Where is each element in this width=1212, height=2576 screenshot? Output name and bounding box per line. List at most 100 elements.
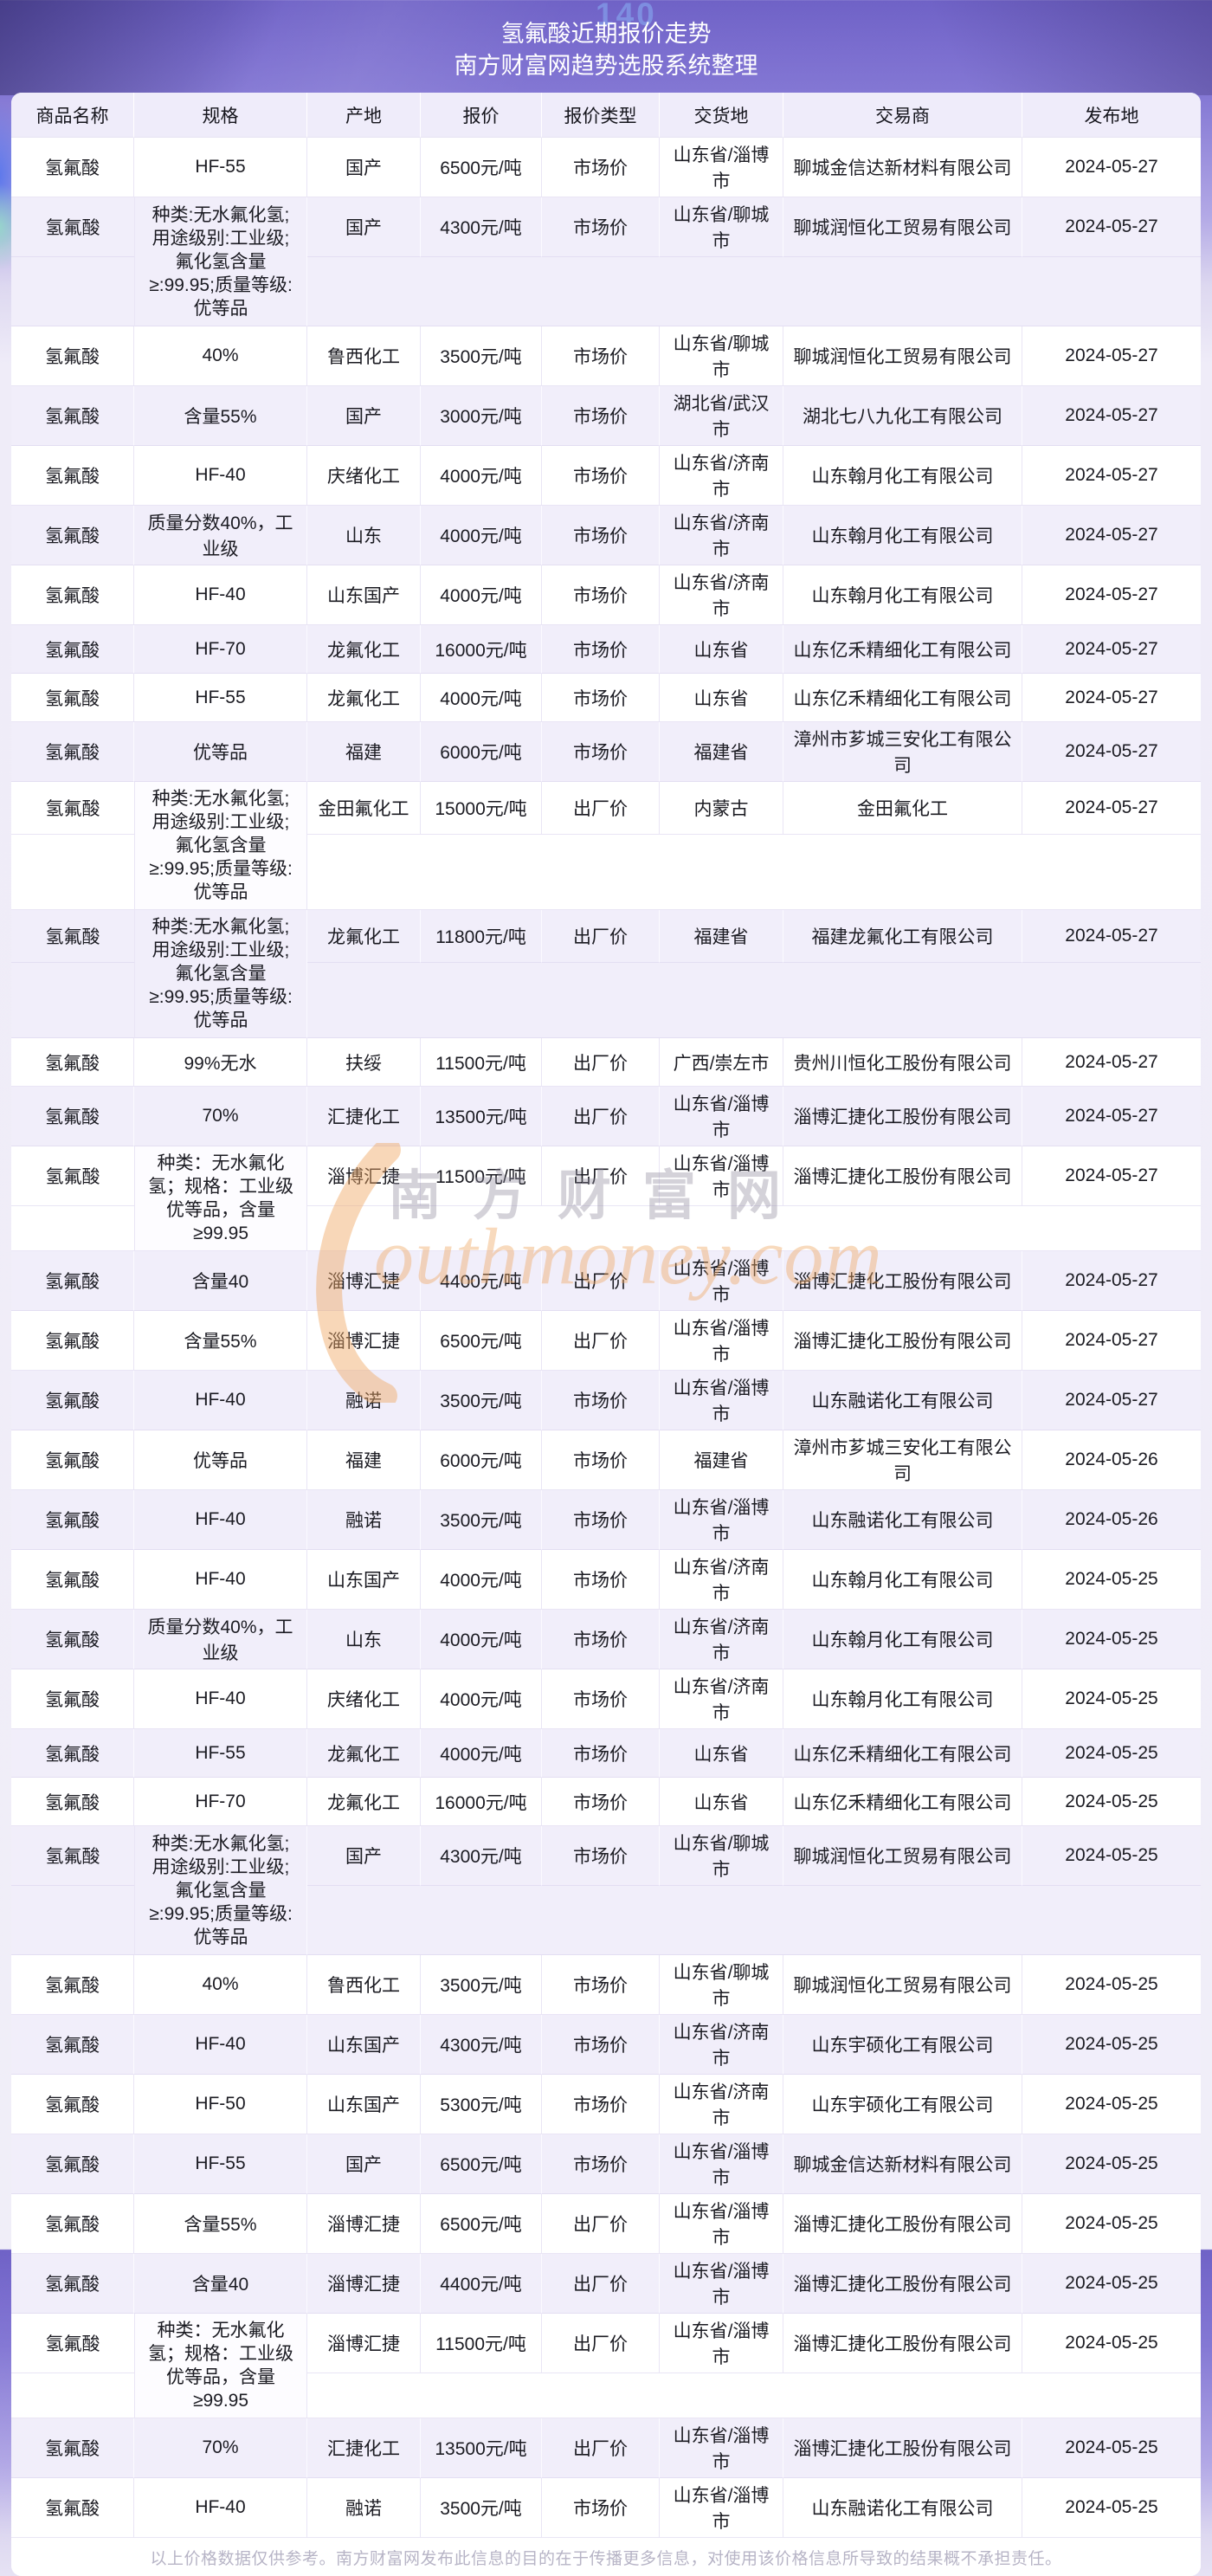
table-cell: 山东省 <box>660 1729 783 1778</box>
table-cell: 13500元/吨 <box>421 1087 542 1146</box>
table-cell: 淄博汇捷 <box>307 2314 421 2373</box>
table-cell: 市场价 <box>542 1669 660 1729</box>
table-cell: 内蒙古 <box>660 782 783 835</box>
page-title-line1: 氢氟酸近期报价走势 <box>500 21 712 47</box>
table-cell: 汇捷化工 <box>307 1087 421 1146</box>
table-cell: 2024-05-27 <box>1022 138 1201 197</box>
table-cell: 山东省/淄博市 <box>660 1311 783 1371</box>
column-header-2: 产地 <box>307 93 421 138</box>
table-cell: HF-50 <box>134 2075 307 2134</box>
table-cell: 山东宇硕化工有限公司 <box>783 2015 1022 2075</box>
continuation-cell-left <box>11 962 134 1038</box>
table-row: 氢氟酸 70% 汇捷化工 13500元/吨 出厂价 山东省/淄博市 淄博汇捷化工股份有限公司… <box>11 1087 1201 1146</box>
table-cell: 福建龙氟化工有限公司 <box>783 910 1022 963</box>
table-cell: 山东翰月化工有限公司 <box>783 446 1022 506</box>
column-header-1: 规格 <box>134 93 307 138</box>
table-cell: 市场价 <box>542 722 660 782</box>
table-cell: 市场价 <box>542 506 660 565</box>
table-cell: HF-40 <box>134 1490 307 1550</box>
table-cell: HF-40 <box>134 565 307 625</box>
table-cell: 山东国产 <box>307 2075 421 2134</box>
table-cell: 2024-05-27 <box>1022 674 1201 722</box>
table-cell: 淄博汇捷化工股份有限公司 <box>783 2194 1022 2254</box>
table-cell: 4000元/吨 <box>421 674 542 722</box>
table-cell: 市场价 <box>542 1371 660 1430</box>
table-cell: 出厂价 <box>542 1087 660 1146</box>
table-cell: 聊城金信达新材料有限公司 <box>783 138 1022 197</box>
table-cell: 6500元/吨 <box>421 138 542 197</box>
table-cell: 山东省/淄博市 <box>660 2194 783 2254</box>
column-header-4: 报价类型 <box>542 93 660 138</box>
table-cell: 出厂价 <box>542 2418 660 2478</box>
table-row: 氢氟酸 HF-55 龙氟化工 4000元/吨 市场价 山东省 山东亿禾精细化工有限公司 202… <box>11 674 1201 722</box>
table-cell: 市场价 <box>542 1778 660 1826</box>
table-cell: HF-70 <box>134 625 307 674</box>
table-cell: 氢氟酸 <box>11 2314 134 2373</box>
table-cell: HF-40 <box>134 446 307 506</box>
table-cell: HF-40 <box>134 1669 307 1729</box>
table-row: 氢氟酸 优等品 福建 6000元/吨 市场价 福建省 漳州市芗城三安化工有限公司 2024-0… <box>11 722 1201 782</box>
table-cell: 龙氟化工 <box>307 674 421 722</box>
table-cell: 山东省/济南市 <box>660 2075 783 2134</box>
table-cell: 40% <box>134 1955 307 2015</box>
table-cell: 市场价 <box>542 326 660 386</box>
table-cell: 2024-05-25 <box>1022 2194 1201 2254</box>
continuation-cell-right <box>307 257 1201 326</box>
table-cell: 庆绪化工 <box>307 446 421 506</box>
table-cell: 山东翰月化工有限公司 <box>783 565 1022 625</box>
table-cell: 质量分数40%，工业级 <box>134 506 307 565</box>
table-row: 氢氟酸 含量55% 淄博汇捷 6500元/吨 出厂价 山东省/淄博市 淄博汇捷化工股份有限公… <box>11 2194 1201 2254</box>
table-cell: 出厂价 <box>542 1146 660 1206</box>
table-cell: HF-40 <box>134 2478 307 2538</box>
price-table-card: 商品名称 规格 产地 报价 报价类型 交货地 交易商 发布地 氢氟酸 HF-55 国产 6500元/… <box>11 93 1201 2576</box>
table-cell: 市场价 <box>542 2015 660 2075</box>
table-cell: 市场价 <box>542 625 660 674</box>
table-cell: 市场价 <box>542 2134 660 2194</box>
table-cell: 氢氟酸 <box>11 2418 134 2478</box>
table-cell: 2024-05-27 <box>1022 1311 1201 1371</box>
table-cell: 出厂价 <box>542 910 660 963</box>
table-cell: 山东翰月化工有限公司 <box>783 1669 1022 1729</box>
table-cell: 山东省 <box>660 1778 783 1826</box>
table-cell: 山东国产 <box>307 565 421 625</box>
table-cell: 山东省/济南市 <box>660 446 783 506</box>
table-cell: 山东省/淄博市 <box>660 2314 783 2373</box>
table-cell: 4400元/吨 <box>421 1251 542 1311</box>
table-row: 氢氟酸 HF-40 融诺 3500元/吨 市场价 山东省/淄博市 山东融诺化工有限公司 202… <box>11 1490 1201 1550</box>
table-cell: 湖北七八九化工有限公司 <box>783 386 1022 446</box>
table-row: 氢氟酸 HF-40 山东国产 4300元/吨 市场价 山东省/济南市 山东宇硕化工有限公司 2… <box>11 2015 1201 2075</box>
table-cell: 氢氟酸 <box>11 1669 134 1729</box>
table-cell: 融诺 <box>307 2478 421 2538</box>
table-cell: 3500元/吨 <box>421 2478 542 2538</box>
table-cell: 山东省/淄博市 <box>660 1087 783 1146</box>
table-row: 氢氟酸 HF-70 龙氟化工 16000元/吨 市场价 山东省 山东亿禾精细化工有限公司 20… <box>11 1778 1201 1826</box>
table-cell: 4300元/吨 <box>421 2015 542 2075</box>
table-cell: 淄博汇捷化工股份有限公司 <box>783 2314 1022 2373</box>
table-cell: 2024-05-25 <box>1022 1550 1201 1610</box>
table-row-continuation <box>11 257 1201 326</box>
table-cell: 市场价 <box>542 138 660 197</box>
table-cell: 淄博汇捷化工股份有限公司 <box>783 1311 1022 1371</box>
table-cell: HF-55 <box>134 674 307 722</box>
table-cell: 11500元/吨 <box>421 1038 542 1087</box>
table-cell: 市场价 <box>542 1610 660 1669</box>
table-cell: 2024-05-25 <box>1022 1826 1201 1886</box>
table-cell: 6000元/吨 <box>421 1430 542 1490</box>
table-cell: 龙氟化工 <box>307 1778 421 1826</box>
table-cell: 4300元/吨 <box>421 1826 542 1886</box>
table-cell: 氢氟酸 <box>11 1610 134 1669</box>
table-cell: 2024-05-27 <box>1022 386 1201 446</box>
table-cell: 融诺 <box>307 1371 421 1430</box>
table-cell: 福建省 <box>660 1430 783 1490</box>
table-cell: 3500元/吨 <box>421 1955 542 2015</box>
table-cell: 融诺 <box>307 1490 421 1550</box>
table-cell: 氢氟酸 <box>11 722 134 782</box>
table-cell: 山东省/淄博市 <box>660 2478 783 2538</box>
table-cell: 淄博汇捷 <box>307 2194 421 2254</box>
disclaimer-bar: 以上价格数据仅供参考。南方财富网发布此信息的目的在于传播更多信息，对使用该价格信… <box>11 2538 1201 2576</box>
table-cell: 山东省/聊城市 <box>660 326 783 386</box>
table-cell: 种类:无水氟化氢;用途级别:工业级;氟化氢含量≥:99.95;质量等级:优等品 <box>134 910 307 1038</box>
table-cell: 氢氟酸 <box>11 1371 134 1430</box>
table-cell: HF-55 <box>134 2134 307 2194</box>
table-cell: 11500元/吨 <box>421 1146 542 1206</box>
